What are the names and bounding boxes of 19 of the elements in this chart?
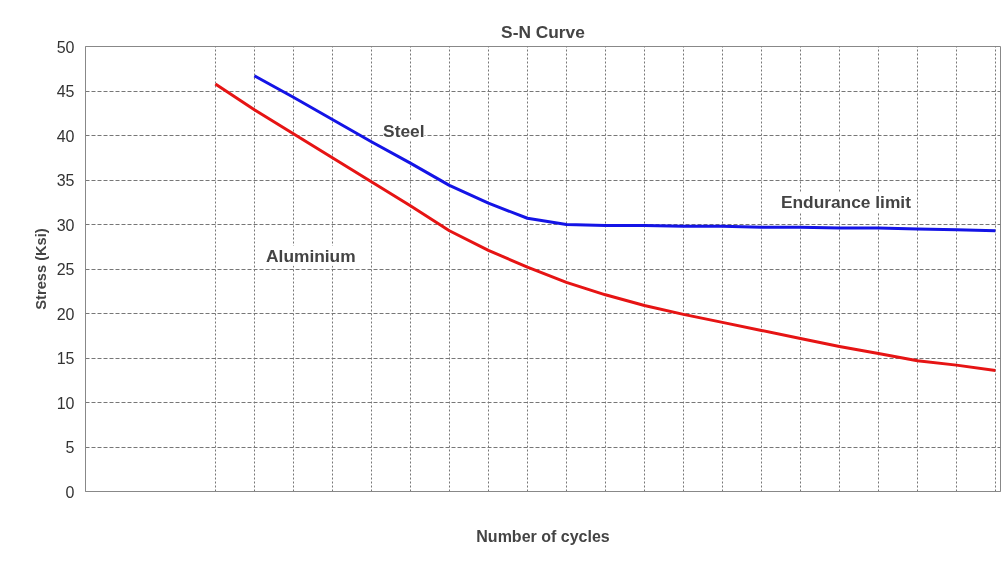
y-tick-label: 25 bbox=[56, 261, 75, 278]
y-tick-label: 0 bbox=[65, 483, 75, 501]
y-tick-label: 35 bbox=[56, 172, 75, 189]
y-tick-label: 15 bbox=[56, 350, 75, 367]
y-tick-label: 45 bbox=[56, 83, 75, 100]
annotation: Endurance limit bbox=[780, 192, 912, 213]
y-tick-label: 20 bbox=[56, 305, 75, 323]
line-series bbox=[213, 82, 997, 372]
y-tick-label: 30 bbox=[56, 216, 75, 234]
y-tick-label: 10 bbox=[56, 394, 75, 412]
annotation: Steel bbox=[383, 121, 425, 142]
annotation: Aluminium bbox=[266, 245, 356, 266]
y-axis-title: Stress (Ksi) bbox=[32, 228, 49, 310]
x-axis-title: Number of cycles bbox=[476, 527, 610, 545]
y-tick-label: 40 bbox=[56, 127, 75, 145]
line-series bbox=[252, 74, 997, 233]
y-tick-label: 50 bbox=[56, 38, 75, 56]
y-tick-label: 5 bbox=[65, 439, 75, 456]
chart-title: S-N Curve bbox=[501, 21, 586, 42]
